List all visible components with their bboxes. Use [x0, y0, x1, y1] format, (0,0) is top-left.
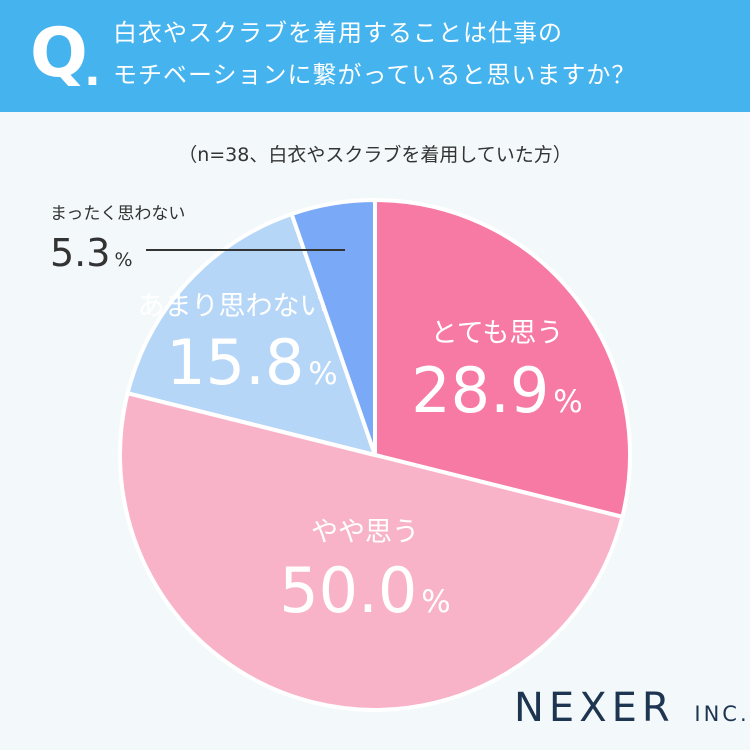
slice-label: とても思う — [431, 318, 564, 349]
header-banner: Q . 白衣やスクラブを着用することは仕事の モチベーションに繋がっていると思い… — [0, 0, 750, 112]
pie-slice — [125, 212, 377, 457]
brand-suffix: INC. — [694, 702, 750, 726]
pie-slice — [373, 198, 632, 519]
question-line-2: モチベーションに繋がっていると思いますか？ — [113, 61, 637, 89]
slice-label: まったく思わない — [50, 204, 185, 224]
question-line-1: 白衣やスクラブを着用することは仕事の — [113, 19, 563, 47]
slice-value: 28.9% — [411, 354, 583, 427]
slice-value: 50.0% — [279, 554, 451, 627]
slice-value: 5.3% — [50, 231, 133, 275]
slice-label: やや思う — [311, 517, 419, 548]
sample-note: （n=38、白衣やスクラブを着用していた方） — [178, 144, 572, 166]
brand-name: NEXER — [514, 685, 675, 731]
pie-slice — [118, 391, 625, 712]
slice-label: あまり思わない — [138, 291, 327, 322]
q-dot: . — [84, 45, 101, 96]
question-title: 白衣やスクラブを着用することは仕事の モチベーションに繋がっていると思いますか？ — [113, 12, 743, 96]
brand-logo: NEXER INC. — [514, 685, 750, 731]
slice-value: 15.8% — [166, 326, 338, 399]
pie-slice — [289, 198, 377, 457]
q-mark: Q — [30, 14, 88, 93]
